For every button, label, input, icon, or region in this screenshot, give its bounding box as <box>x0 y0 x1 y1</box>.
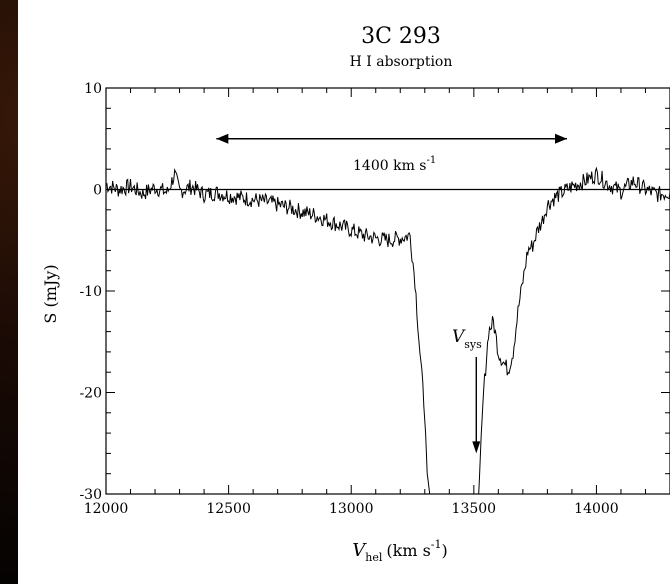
x-tick-label: 13500 <box>452 501 497 517</box>
chart-subtitle: H I absorption <box>350 54 453 70</box>
x-tick-label: 12500 <box>206 501 251 517</box>
width-arrow-label-text: 1400 km s <box>353 158 426 174</box>
x-axis-label-close: ) <box>442 541 448 560</box>
width-arrow-label: 1400 km s-1 <box>353 155 436 174</box>
y-tick-label: -10 <box>79 284 102 300</box>
y-tick-label: -30 <box>79 487 102 503</box>
x-axis-label: Vhel (km s-1) <box>352 538 448 564</box>
y-axis-label: S (mJy) <box>41 264 60 323</box>
x-axis-label-unit: (km s <box>386 541 430 560</box>
y-tick-label: 0 <box>93 183 102 199</box>
chart-panel: 3C 293 H I absorption 12000 12500 13000 135… <box>18 0 670 584</box>
vsys-label-sub: sys <box>464 338 482 351</box>
x-tick-label: 13000 <box>329 501 374 517</box>
vsys-label-v: V <box>452 327 466 347</box>
width-arrow-label-sup: -1 <box>426 155 436 166</box>
plot-area: 12000 12500 13000 13500 14000 10 0 -10 -20 -30 <box>79 81 670 517</box>
spectrum-line-right <box>478 166 670 495</box>
plot-frame <box>105 87 670 495</box>
hi-absorption-chart: 3C 293 H I absorption 12000 12500 13000 135… <box>41 24 670 564</box>
vsys-label: Vsys <box>452 327 482 351</box>
x-axis-label-sub: hel <box>365 551 383 564</box>
spectrum-line-left <box>105 167 431 495</box>
x-axis-label-v: V <box>352 540 367 561</box>
x-tick-label: 14000 <box>574 501 619 517</box>
x-tick-label: 12000 <box>84 501 129 517</box>
chart-title: 3C 293 <box>361 24 441 49</box>
y-tick-label: 10 <box>84 81 102 97</box>
width-arrow-head-left <box>216 133 229 144</box>
vsys-arrow-head <box>472 441 481 454</box>
y-tick-label: -20 <box>79 386 102 402</box>
width-arrow-head-right <box>555 133 568 144</box>
x-axis-label-sup: -1 <box>431 538 442 551</box>
